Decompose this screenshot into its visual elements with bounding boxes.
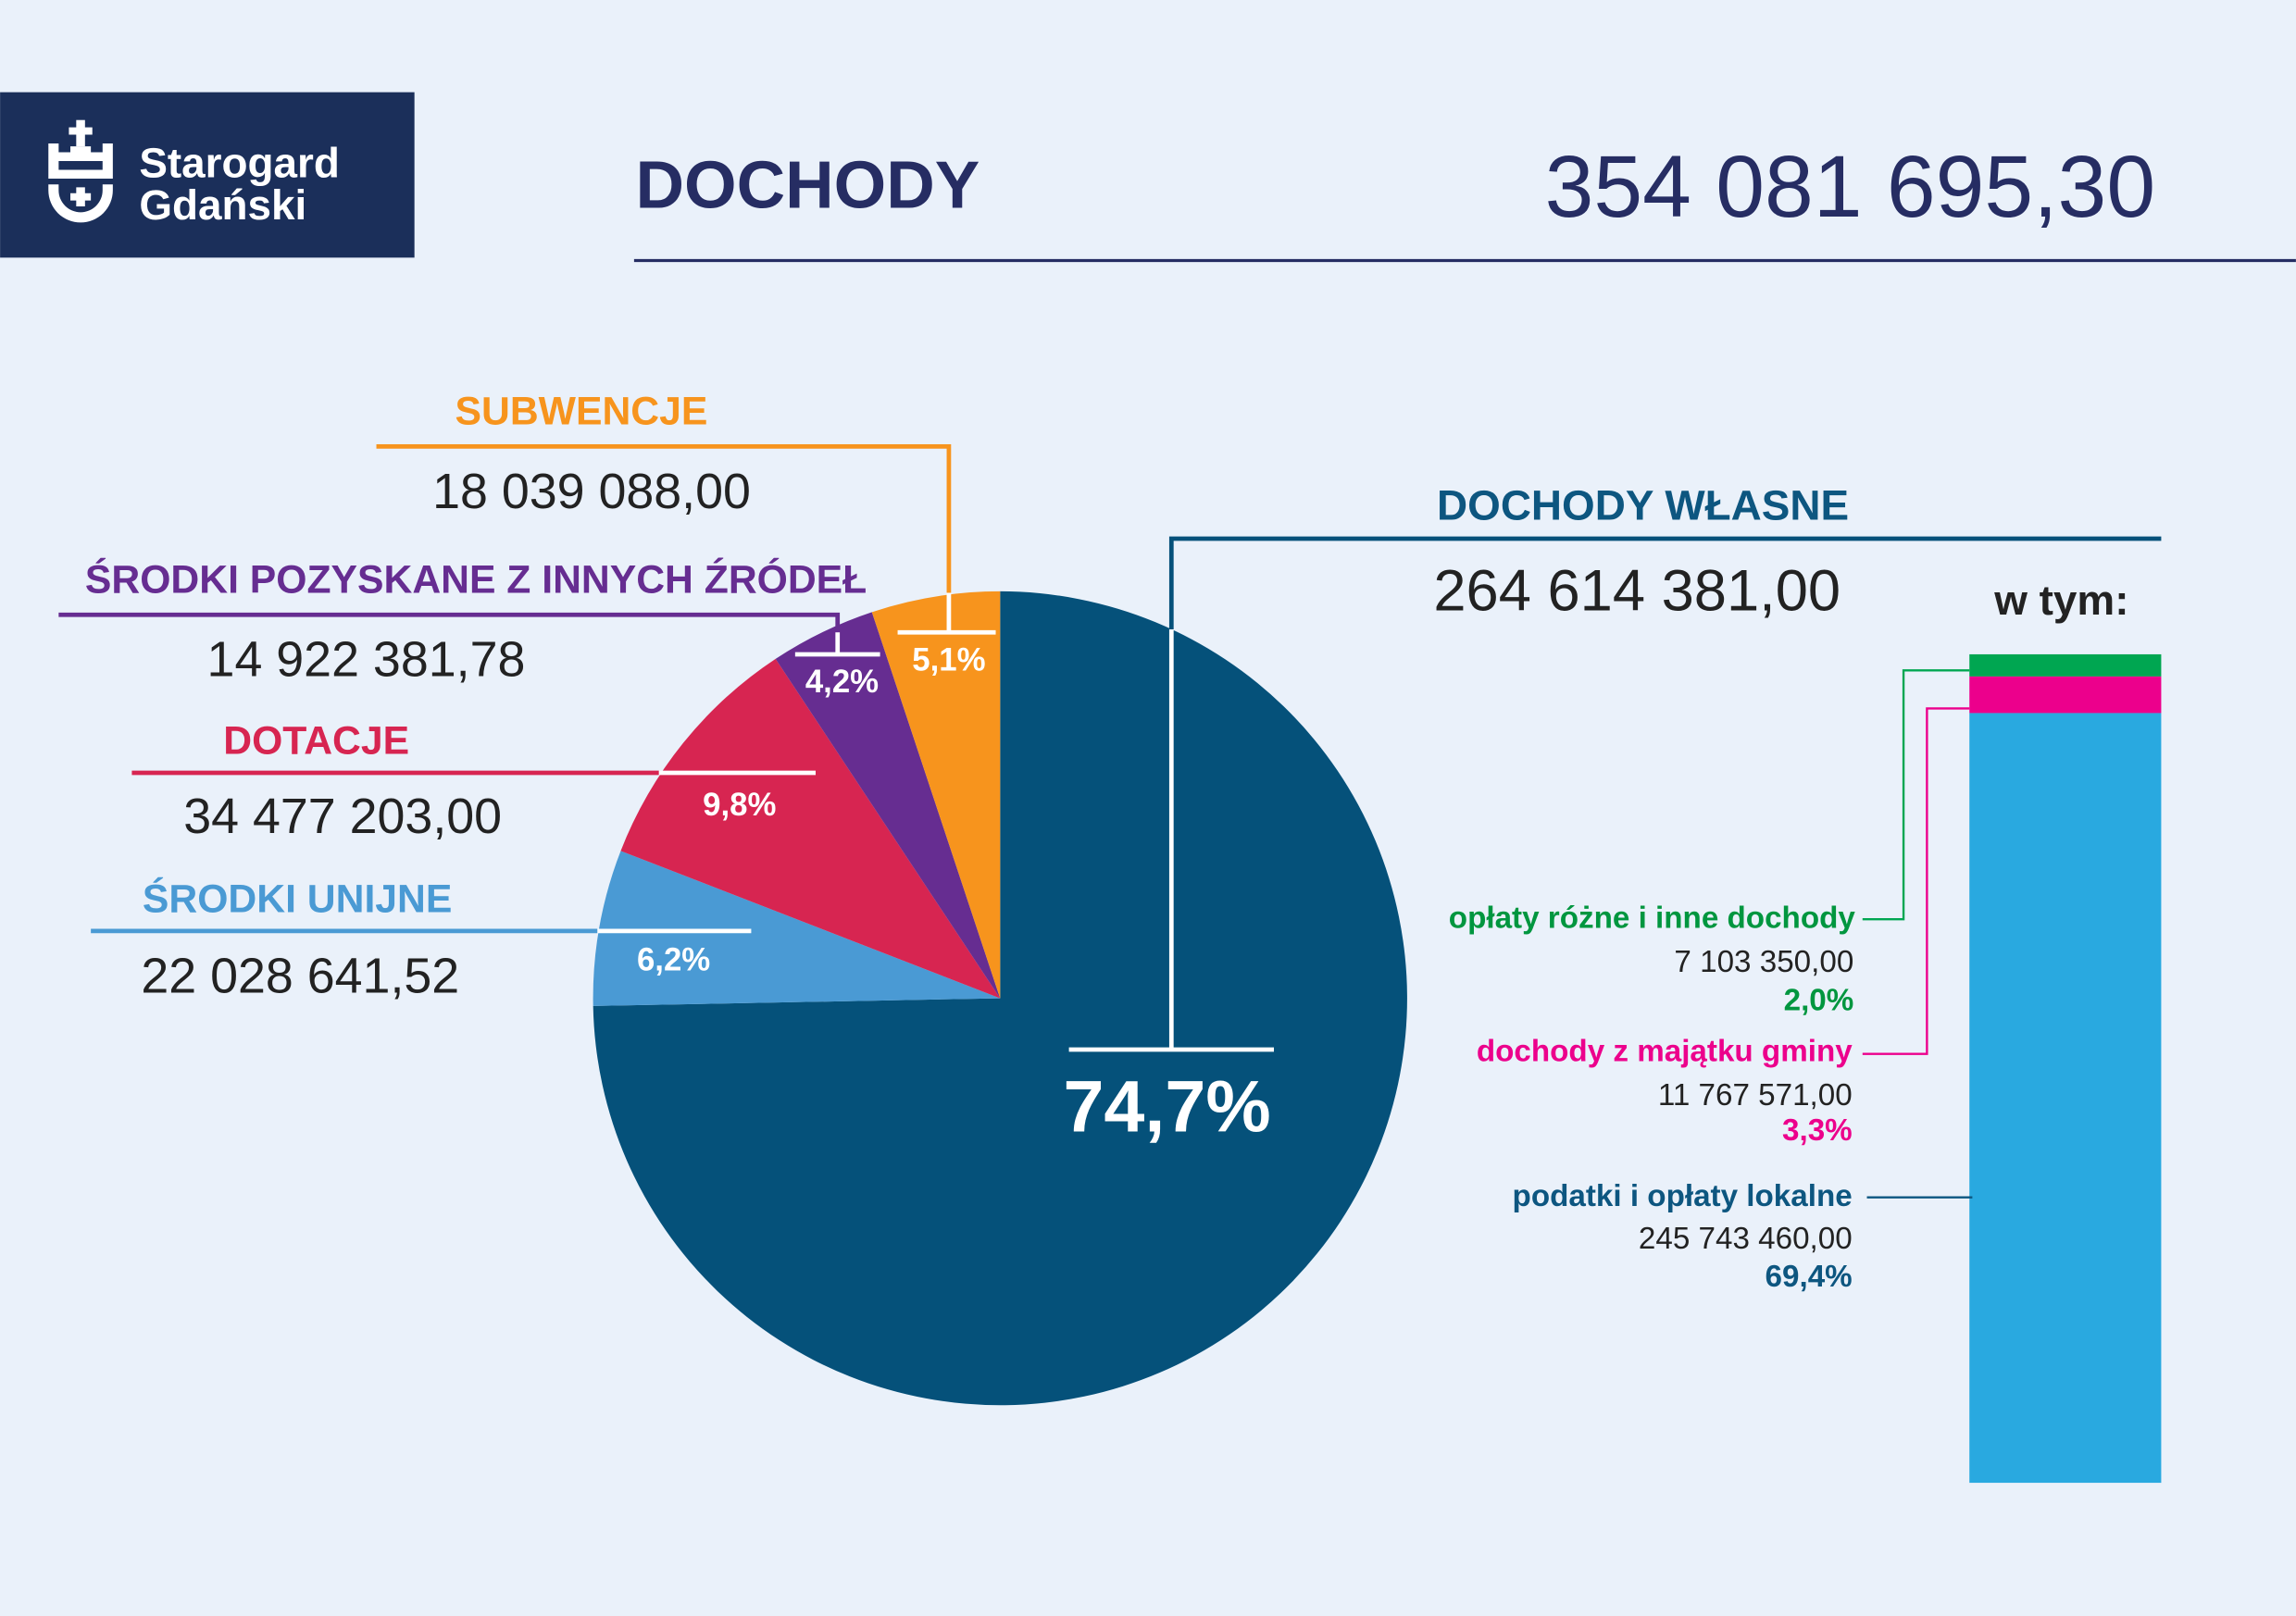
breakdown-amount-oplaty-rozne: 7 103 350,00: [1674, 945, 1853, 979]
breakdown-connectors: [1862, 669, 1973, 1199]
breakdown-amount-podatki: 245 743 460,00: [1639, 1222, 1853, 1256]
pct-label-dotacje: 9,8%: [703, 788, 776, 823]
pie-slice-2: [620, 658, 1001, 999]
bar-segment-1: [1969, 676, 2162, 714]
bar-segment-2: [1969, 713, 2162, 1484]
label-subwencje: SUBWENCJE: [455, 390, 708, 434]
logo-text-line1: Starogard: [139, 138, 340, 186]
breakdown-pct-podatki: 69,4%: [1766, 1260, 1853, 1294]
amount-srodki-unijne: 22 028 641,52: [141, 948, 459, 1003]
pie-chart: [593, 590, 1407, 1406]
amount-dotacje: 34 477 203,00: [183, 789, 502, 844]
pct-label-subwencje: 5,1%: [912, 642, 985, 677]
pct-label-srodki-pozyskane: 4,2%: [805, 665, 879, 700]
label-srodki-unijne: ŚRODKI UNIJNE: [143, 876, 452, 921]
pct-label-dochody-wlasne: 74,7%: [1063, 1065, 1270, 1148]
leader-lines: [58, 443, 2162, 1052]
amount-subwencje: 18 039 088,00: [432, 464, 751, 519]
stacked-bar: [1969, 653, 2162, 1484]
label-srodki-pozyskane: ŚRODKI POZYSKANE Z INNYCH ŹRÓDEŁ: [85, 557, 867, 603]
pie-slice-4: [871, 590, 1001, 999]
pie-slice-3: [775, 612, 1001, 999]
total-amount: 354 081 695,30: [1545, 138, 2155, 236]
pct-label-srodki-unijne: 6,2%: [637, 943, 710, 978]
pie-slice-0: [593, 590, 1407, 1406]
pie-slice-1: [593, 851, 1001, 1006]
page-title: DOCHODY: [635, 148, 980, 223]
breakdown-pct-oplaty-rozne: 2,0%: [1784, 983, 1854, 1017]
label-dotacje: DOTACJE: [223, 718, 409, 763]
logo: Starogard Gdański: [0, 92, 415, 258]
breakdown-label-podatki: podatki i opłaty lokalne: [1513, 1179, 1853, 1213]
breakdown-label-oplaty-rozne: opłaty różne i inne dochody: [1449, 901, 1856, 936]
logo-text-line2: Gdański: [139, 180, 306, 229]
amount-dochody-wlasne: 264 614 381,00: [1433, 558, 1841, 623]
breakdown-amount-majatek: 11 767 571,00: [1658, 1078, 1853, 1113]
breakdown-label-majatek: dochody z majątku gminy: [1477, 1035, 1853, 1069]
label-dochody-wlasne: DOCHODY WŁASNE: [1437, 480, 1849, 528]
breakdown-heading: w tym:: [1993, 576, 2128, 624]
bar-segment-0: [1969, 653, 2162, 677]
breakdown-pct-majatek: 3,3%: [1782, 1113, 1853, 1148]
amount-srodki-pozyskane: 14 922 381,78: [207, 632, 526, 688]
